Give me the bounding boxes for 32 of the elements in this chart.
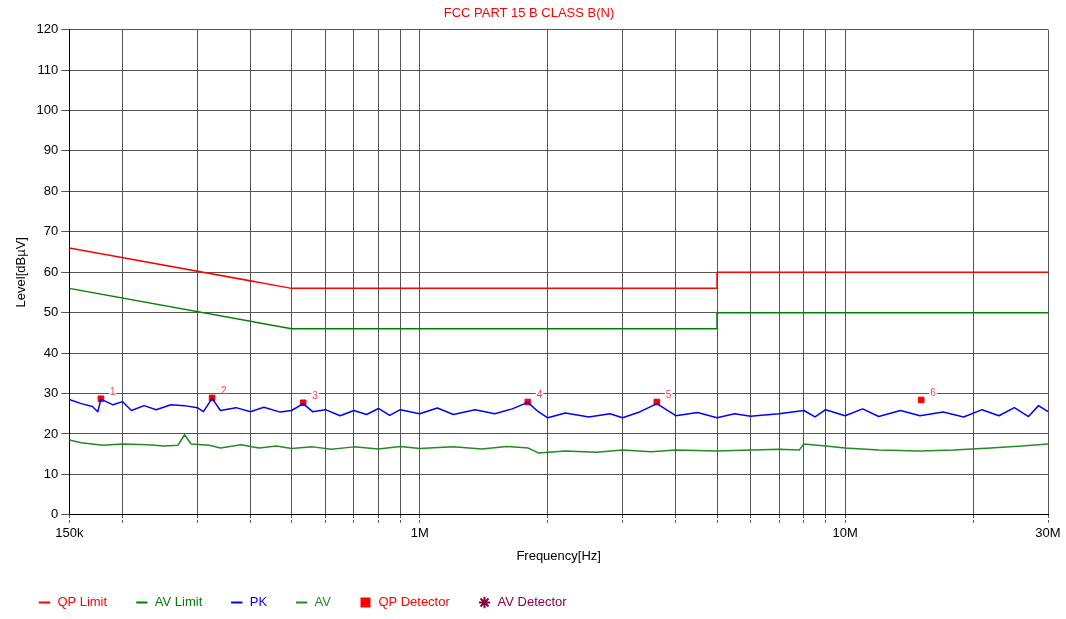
annotation: 1 (109, 385, 116, 397)
legend-label: QP Limit (57, 594, 108, 610)
y-tick-label: 80 (43, 182, 59, 198)
x-tick-label: 150k (55, 525, 84, 541)
y-tick-label: 90 (43, 142, 59, 158)
legend-label: AV Limit (154, 594, 203, 610)
annotation: 3 (312, 389, 319, 401)
legend-label: AV (314, 594, 332, 610)
annotation: 5 (665, 388, 672, 400)
y-tick-label: 110 (37, 61, 59, 77)
x-tick-label: 1M (410, 525, 429, 541)
x-tick-label: 30M (1035, 525, 1061, 541)
y-tick-label: 40 (43, 344, 59, 360)
y-tick-label: 20 (43, 425, 59, 441)
annotation: 2 (221, 384, 228, 396)
legend-label: QP Detector (378, 594, 451, 610)
y-tick-label: 50 (43, 304, 59, 320)
chart-title: FCC PART 15 B CLASS B(N) (443, 5, 615, 21)
x-axis-title: Frequency[Hz] (516, 547, 601, 563)
x-tick-label: 10M (832, 525, 858, 541)
annotation: 4 (536, 388, 543, 400)
y-tick-label: 60 (43, 263, 59, 279)
y-tick-label: 0 (51, 506, 59, 522)
y-tick-label: 100 (36, 102, 59, 118)
y-axis-title: Level[dBµV] (13, 237, 29, 308)
y-tick-label: 10 (43, 465, 59, 481)
y-tick-label: 70 (43, 223, 59, 239)
y-tick-label: 120 (36, 21, 59, 37)
legend-label: PK (249, 594, 268, 610)
legend-label: AV Detector (497, 594, 568, 610)
annotation: 6 (930, 386, 937, 398)
y-tick-label: 30 (43, 385, 59, 401)
